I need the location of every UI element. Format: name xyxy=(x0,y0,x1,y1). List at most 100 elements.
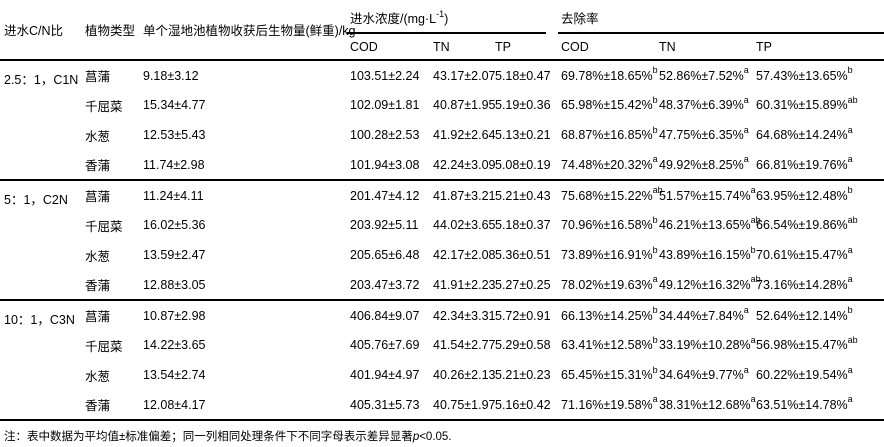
cell-removal-tn: 48.37%±6.39%a xyxy=(659,94,749,112)
cell-removal-cod: 78.02%±19.63%a xyxy=(558,270,658,301)
cell-plant-type: 菖蒲 xyxy=(85,190,111,204)
cell-plant-type: 香蒲 xyxy=(82,150,140,181)
cell-removal-tn: 33.19%±10.28%a xyxy=(659,334,756,352)
cell-influent-tp: 5.08±0.19 xyxy=(492,150,559,181)
table-row: 香蒲 12.88±3.05 203.47±3.72 41.91±2.23 5.2… xyxy=(0,270,884,301)
significance-letter: a xyxy=(847,124,853,135)
significance-letter: a xyxy=(847,364,853,375)
cell-plant-type: 菖蒲 xyxy=(85,70,111,84)
significance-letter: b xyxy=(652,94,658,105)
cell-plant-type: 香蒲 xyxy=(82,390,140,421)
header-removal-tp: TP xyxy=(753,34,884,61)
significance-letter: b xyxy=(847,65,853,76)
cell-influent-cod: 101.94±3.08 xyxy=(347,150,430,181)
table-row: 千屈菜 14.22±3.65 405.76±7.69 41.54±2.77 5.… xyxy=(0,330,884,360)
cell-removal-tp: 70.61%±15.47%a xyxy=(756,244,853,262)
significance-letter: b xyxy=(652,244,658,255)
cell-plant-type: 千屈菜 xyxy=(85,339,123,354)
cell-influent-tp: 5.13±0.21 xyxy=(495,128,551,142)
cell-removal-cod: 66.13%±14.25%b xyxy=(561,305,658,323)
cell-influent-cod: 100.28±2.53 xyxy=(350,128,420,142)
significance-letter: ab xyxy=(847,334,858,345)
significance-letter: b xyxy=(652,334,658,345)
cell-influent-cod: 201.47±4.12 xyxy=(350,188,420,203)
cell-influent-tp: 5.36±0.51 xyxy=(495,248,551,262)
cell-cn-ratio: 5：1，C2N xyxy=(0,180,82,301)
cell-influent-tn: 41.92±2.64 xyxy=(433,128,496,142)
cell-influent-tn: 41.54±2.77 xyxy=(433,338,496,352)
table-row: 香蒲 12.08±4.17 405.31±5.73 40.75±1.97 5.1… xyxy=(0,390,884,421)
cell-removal-cod: 71.16%±19.58%a xyxy=(558,390,658,421)
cell-influent-tn: 40.75±1.97 xyxy=(430,390,495,421)
significance-letter: a xyxy=(847,274,853,285)
header-plant-type: 植物类型 xyxy=(82,0,140,61)
cell-biomass: 12.88±3.05 xyxy=(140,270,347,301)
cell-plant-type: 水葱 xyxy=(85,129,111,144)
cell-influent-cod: 405.76±7.69 xyxy=(350,338,420,352)
cell-removal-tp: 64.68%±14.24%a xyxy=(756,124,853,142)
header-influent-group: 进水浓度/(mg·L-1) xyxy=(347,0,558,34)
cell-influent-tp: 5.29±0.58 xyxy=(495,338,551,352)
table-row: 水葱 13.59±2.47 205.65±6.48 42.17±2.08 5.3… xyxy=(0,240,884,270)
header-removal-label: 去除率 xyxy=(558,0,884,34)
significance-letter: a xyxy=(750,185,756,196)
significance-letter: a xyxy=(847,154,853,165)
cell-influent-tp: 5.19±0.36 xyxy=(495,98,551,112)
cell-removal-tp: 52.64%±12.14%b xyxy=(756,305,853,323)
header-biomass: 单个湿地池植物收获后生物量(鲜重)/kg xyxy=(140,0,356,61)
cell-removal-tn: 34.64%±9.77%a xyxy=(659,364,749,382)
cell-removal-cod: 65.98%±15.42%b xyxy=(561,94,658,112)
cell-removal-tn: 38.31%±12.68%a xyxy=(656,390,756,421)
cell-removal-tn: 43.89%±16.15%b xyxy=(659,244,756,262)
cell-influent-cod: 401.94±4.97 xyxy=(350,368,420,382)
cell-removal-cod: 65.45%±15.31%b xyxy=(561,364,658,382)
significance-letter: ab xyxy=(750,274,761,285)
significance-letter: ab xyxy=(847,94,858,105)
significance-letter: a xyxy=(743,154,749,165)
cell-plant-type: 千屈菜 xyxy=(85,219,123,234)
cell-removal-cod: 68.87%±16.85%b xyxy=(561,124,658,142)
cell-removal-tp: 57.43%±13.65%b xyxy=(756,65,853,83)
significance-letter: a xyxy=(652,154,658,165)
significance-letter: b xyxy=(652,364,658,375)
cell-influent-tn: 41.91±2.23 xyxy=(430,270,495,301)
cell-removal-tn: 49.12%±16.32%ab xyxy=(656,270,761,301)
header-cn-ratio: 进水C/N比 xyxy=(0,0,82,61)
cell-influent-tn: 42.24±3.09 xyxy=(430,150,495,181)
cell-removal-tp: 63.51%±14.78%a xyxy=(753,390,884,421)
cell-plant-type: 水葱 xyxy=(85,369,111,384)
significance-letter: b xyxy=(652,124,658,135)
significance-letter: b xyxy=(847,185,853,196)
cell-influent-tn: 42.34±3.31 xyxy=(433,308,496,323)
cell-biomass: 11.24±4.11 xyxy=(143,188,204,203)
cell-influent-cod: 405.31±5.73 xyxy=(347,390,430,421)
cell-removal-cod: 73.89%±16.91%b xyxy=(561,244,658,262)
cell-biomass: 12.53±5.43 xyxy=(143,128,206,142)
significance-letter: a xyxy=(743,94,749,105)
significance-letter: b xyxy=(652,214,658,225)
cell-removal-tp: 66.81%±19.76%a xyxy=(753,150,884,181)
cell-cn-ratio: 10：1，C3N xyxy=(0,300,82,421)
cell-influent-tp: 5.18±0.37 xyxy=(495,218,551,232)
significance-letter: ab xyxy=(847,214,858,225)
cell-cn-ratio: 2.5：1，C1N xyxy=(0,60,82,181)
cell-influent-tn: 40.26±2.13 xyxy=(433,368,496,382)
cell-biomass: 9.18±3.12 xyxy=(143,68,199,83)
table-row: 千屈菜 16.02±5.36 203.92±5.11 44.02±3.65 5.… xyxy=(0,210,884,240)
table-row: 千屈菜 15.34±4.77 102.09±1.81 40.87±1.95 5.… xyxy=(0,90,884,120)
cell-removal-tp: 66.54%±19.86%ab xyxy=(756,214,858,232)
header-removal-cod: COD xyxy=(558,34,657,61)
table-row: 水葱 12.53±5.43 100.28±2.53 41.92±2.64 5.1… xyxy=(0,120,884,150)
cell-biomass: 15.34±4.77 xyxy=(143,98,206,112)
cell-biomass: 10.87±2.98 xyxy=(143,308,206,323)
cell-removal-tp: 63.95%±12.48%b xyxy=(756,185,853,203)
cell-influent-tn: 42.17±2.08 xyxy=(433,248,496,262)
cell-plant-type: 菖蒲 xyxy=(85,310,111,324)
table-footnote: 注：表中数据为平均值±标准偏差；同一列相同处理条件下不同字母表示差异显著p<0.… xyxy=(0,421,884,444)
cell-biomass: 13.54±2.74 xyxy=(143,368,206,382)
header-influent-cod: COD xyxy=(347,34,430,61)
table-row: 5：1，C2N 菖蒲 11.24±4.11 201.47±4.12 41.87±… xyxy=(0,180,884,301)
cell-removal-cod: 74.48%±20.32%a xyxy=(558,150,658,181)
cell-influent-tn: 44.02±3.65 xyxy=(433,218,496,232)
